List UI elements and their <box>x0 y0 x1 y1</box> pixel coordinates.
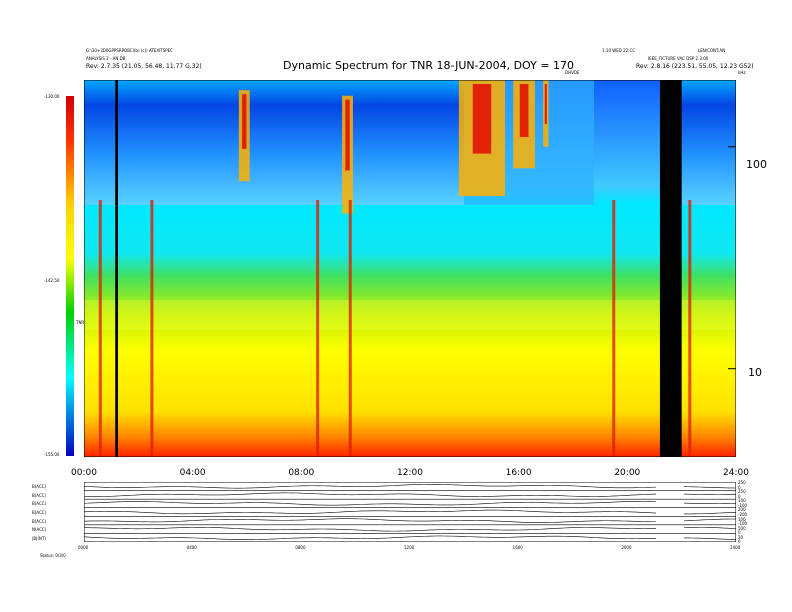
lower-right-scale-label: 200 <box>738 507 746 513</box>
x-tick-label: 24:00 <box>723 468 749 478</box>
yellow-band <box>84 300 736 330</box>
spectrogram-plot <box>84 80 736 457</box>
lower-trace-label: B(ACC) <box>32 518 47 524</box>
lower-right-scale-label: 0 <box>738 493 741 499</box>
lower-right-scale-label: 500 <box>738 525 746 531</box>
lower-right-scale-label: 100 <box>738 516 746 522</box>
type3-burst-0 <box>98 200 102 457</box>
x-tick-label: 12:00 <box>397 468 423 478</box>
marker-label: DHVDE <box>565 70 580 75</box>
x-tick-label: 16:00 <box>505 468 532 478</box>
header-right-top-right: LEN/CONT:AN <box>698 48 726 53</box>
type3-burst-5 <box>688 200 692 457</box>
x-tick-label: 04:00 <box>179 468 206 478</box>
chart-title: Dynamic Spectrum for TNR 18-JUN-2004, DO… <box>283 59 575 72</box>
lower-trace-0 <box>83 484 737 489</box>
x-tick-label: 00:00 <box>71 468 97 478</box>
lower-trace-4 <box>83 518 737 523</box>
type3-burst-3 <box>348 200 352 457</box>
radio-burst-core-4 <box>544 84 547 125</box>
lower-x-tick-label: 1200 <box>404 545 415 550</box>
lower-x-ticks: 0000 0400 0800 1200 1600 2000 2400 <box>78 545 740 551</box>
lower-right-scale-label: 100 <box>738 498 746 504</box>
header-right-line2: IEEE_FICTURE VAC DSP 2.3:00 <box>648 56 709 61</box>
colorbar-label-top: -130.00 <box>44 94 60 99</box>
radio-burst-core-1 <box>345 99 350 171</box>
type3-burst-1 <box>150 200 154 457</box>
status-footer: Status: 0/3/0 <box>40 553 66 558</box>
y-tick-100: 100 <box>746 158 767 171</box>
header-right-line3: Rev: 2.8.16 (223.51, 55.05, 12.23 G52) <box>636 63 754 70</box>
lower-right-scale-label: 20 <box>738 534 744 540</box>
lower-x-tick-label: 0400 <box>186 545 197 550</box>
lower-x-tick-label: 2400 <box>730 545 741 550</box>
lower-data-panel <box>83 481 737 543</box>
lower-trace-label: B(ACC) <box>32 484 47 490</box>
lower-trace-label: B(ACC) <box>32 492 47 498</box>
lower-panel-right-scale: 250 0 250 0 100 -100 200 -200 100 -100 500 0 20 0 <box>738 480 768 544</box>
x-tick-label: 08:00 <box>288 468 315 478</box>
lower-x-tick-label: 0800 <box>295 545 306 550</box>
lower-x-tick-label: 2000 <box>621 545 632 550</box>
lower-trace-1 <box>83 492 737 497</box>
lower-trace-5 <box>83 527 737 532</box>
colorbar-axis-label: TNR <box>76 320 85 325</box>
data-gaps-layer <box>115 80 682 457</box>
lower-trace-label: |B|(NT) <box>32 535 46 541</box>
header-info-line2: ANALYSIS 2 - AN DB <box>86 56 126 61</box>
lower-trace-label: B(ACC) <box>32 510 47 515</box>
lower-right-scale-label: -100 <box>738 502 748 508</box>
type3-burst-4 <box>612 200 616 457</box>
lower-trace-2 <box>83 501 737 506</box>
lower-trace-label: B(ACC) <box>32 501 47 507</box>
x-tick-label: 20:00 <box>614 468 641 478</box>
lower-right-scale-label: -200 <box>738 512 748 517</box>
radio-burst-core-2 <box>472 84 492 154</box>
low-intensity-band-left <box>84 80 464 205</box>
type3-burst-layer <box>98 200 692 457</box>
lower-x-tick-label: 0000 <box>78 545 89 550</box>
type3-burst-2 <box>316 200 320 457</box>
colorbar-label-mid: -142.50 <box>44 278 60 283</box>
lower-trace-3 <box>83 509 737 515</box>
colorbar-label-bottom: -155.00 <box>44 452 60 457</box>
radio-burst-core-3 <box>519 84 529 137</box>
lower-right-scale-label: -100 <box>738 521 748 527</box>
lower-right-scale-label: 250 <box>738 480 746 485</box>
lower-right-scale-label: 250 <box>738 489 746 495</box>
data-gap-1 <box>659 80 682 457</box>
lower-trace-label: N(ACC) <box>32 527 47 533</box>
burst-layer <box>238 80 549 214</box>
lower-trace-6 <box>83 535 737 541</box>
lower-x-tick-label: 1600 <box>512 545 523 550</box>
radio-burst-core-0 <box>242 94 247 149</box>
low-intensity-band-right <box>679 80 736 205</box>
colorbar <box>66 96 74 456</box>
header-info-line1: G:\30+3D0GPPSRPOBCI(b) (c)) ATEXITSPEC <box>86 48 173 53</box>
lower-panel-labels: B(ACC) B(ACC) B(ACC) B(ACC) B(ACC) N(ACC) |B|(… <box>32 482 82 542</box>
x-axis-ticks: 00:00 04:00 08:00 12:00 16:00 20:00 24:00 <box>71 468 749 480</box>
y-unit-label: kHz <box>738 70 746 75</box>
y-tick-10: 10 <box>748 366 762 379</box>
lower-right-scale-label: 0 <box>738 484 741 490</box>
header-right-top-left: 1:10 WED 22:CC <box>602 48 636 53</box>
header-info-line3: Rev: 2.7.35 (21.05, 56.48, 11.77 G.32) <box>86 63 202 70</box>
data-gap-0 <box>115 80 118 457</box>
lower-right-scale-label: 0 <box>738 530 741 536</box>
lower-right-scale-label: 0 <box>738 539 741 545</box>
